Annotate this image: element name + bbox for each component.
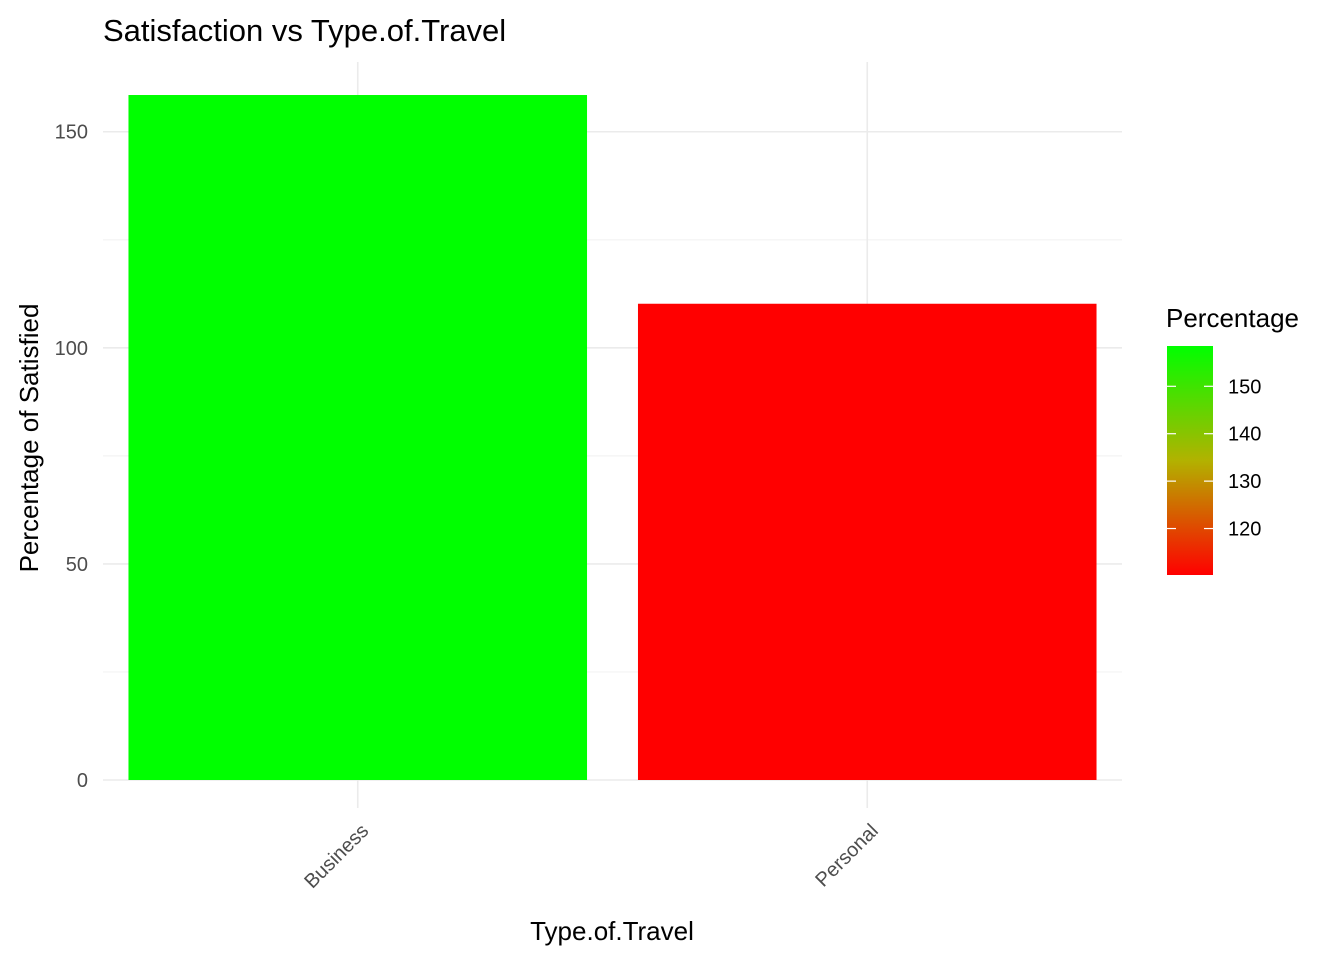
bar-business [128, 95, 588, 780]
legend-ticks: 120 130 140 150 [1167, 376, 1261, 541]
y-axis-ticks: 0 50 100 150 [55, 122, 88, 792]
legend-tick-label: 120 [1228, 519, 1261, 541]
x-tick-label: Business [300, 820, 373, 893]
legend-title: Percentage [1166, 303, 1299, 333]
bars [128, 95, 1097, 780]
legend-colorbar [1167, 346, 1213, 575]
y-axis-title: Percentage of Satisfied [14, 304, 44, 573]
legend-tick-label: 150 [1228, 376, 1261, 398]
legend-tick-label: 130 [1228, 471, 1261, 493]
y-tick-label: 150 [55, 122, 88, 144]
y-tick-label: 100 [55, 338, 88, 360]
bar-personal [637, 303, 1097, 780]
y-tick-label: 50 [66, 554, 88, 576]
legend-tick-label: 140 [1228, 424, 1261, 446]
chart-title: Satisfaction vs Type.of.Travel [103, 13, 506, 48]
x-axis-ticks: Business Personal [300, 820, 882, 893]
x-axis-title: Type.of.Travel [530, 916, 694, 946]
y-tick-label: 0 [77, 770, 88, 792]
x-tick-label: Personal [811, 820, 882, 891]
legend: Percentage 120 130 140 150 [1166, 303, 1299, 575]
